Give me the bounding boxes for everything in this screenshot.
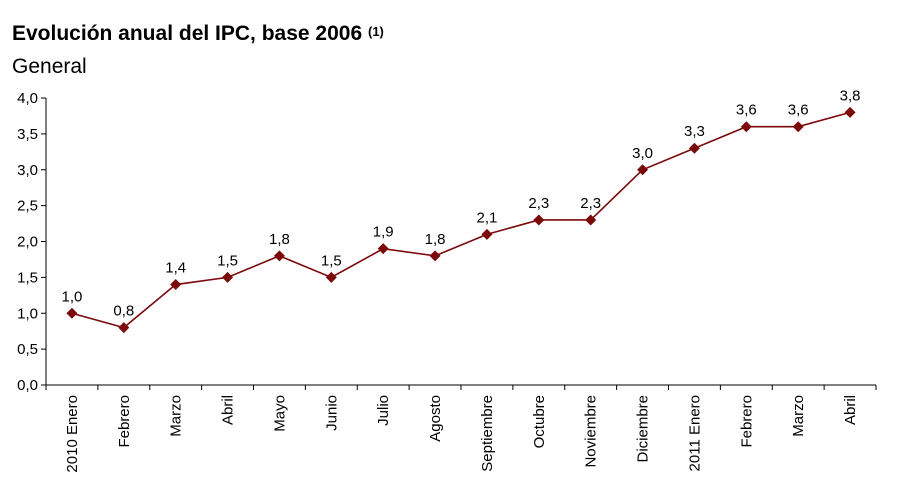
data-label: 3,8: [840, 87, 861, 104]
x-tick-label: Junio: [323, 395, 340, 431]
chart-subtitle: General: [12, 55, 87, 78]
data-point-marker: [377, 243, 389, 255]
data-label: 3,6: [788, 102, 809, 119]
data-point-marker: [688, 142, 700, 154]
data-label: 2,3: [528, 195, 549, 212]
data-label: 3,6: [736, 102, 757, 119]
data-point-marker: [222, 271, 234, 283]
chart-title-text: Evolución anual del IPC, base 2006: [12, 22, 363, 45]
x-tick-label: Septiembre: [479, 395, 496, 472]
data-point-marker: [792, 121, 804, 133]
x-tick-label: Octubre: [531, 395, 548, 448]
x-tick-label: Abril: [220, 395, 237, 425]
y-tick-label: 2,0: [17, 234, 38, 251]
x-tick-label: Diciembre: [635, 395, 652, 463]
data-label: 1,4: [165, 260, 186, 277]
axes: 0,0 0,5 1,0 1,5 2,0 2,5 3,0 3,5 4,0 2010 Enero Feb…: [17, 90, 877, 473]
data-label: 1,5: [321, 252, 342, 269]
data-point-marker: [66, 307, 78, 319]
chart-title: Evolución anual del IPC, base 2006 (1): [12, 22, 384, 46]
x-tick-label: Marzo: [790, 395, 807, 437]
data-point-marker: [533, 214, 545, 226]
data-point-marker: [844, 106, 856, 118]
data-label: 2,1: [477, 209, 498, 226]
x-tick-label: 2010 Enero: [64, 395, 81, 473]
x-tick-label: Abril: [842, 395, 859, 425]
data-point-marker: [740, 121, 752, 133]
data-label: 3,0: [632, 145, 653, 162]
y-tick-label: 0,5: [17, 341, 38, 358]
data-point-marker: [585, 214, 597, 226]
series-general: 1,0 0,8 1,4 1,5 1,8 1,5 1,9 1,8 2,1 2,3 2,3 3,0 3,3 3…: [62, 87, 861, 334]
data-label: 1,8: [425, 231, 446, 248]
y-tick-label: 2,5: [17, 198, 38, 215]
data-point-marker: [118, 322, 130, 334]
data-point-marker: [325, 271, 337, 283]
y-tick-label: 4,0: [17, 90, 38, 107]
data-point-marker: [170, 279, 182, 291]
x-tick-label: Agosto: [427, 395, 444, 442]
x-tick-label: Julio: [375, 395, 392, 426]
y-tick-label: 1,0: [17, 305, 38, 322]
data-label: 2,3: [580, 195, 601, 212]
data-label: 1,0: [62, 288, 83, 305]
data-label: 1,5: [217, 252, 238, 269]
x-tick-label: Febrero: [738, 395, 755, 448]
x-tick-label: Marzo: [168, 395, 185, 437]
title-footnote-marker: (1): [367, 24, 384, 39]
data-label: 1,8: [269, 231, 290, 248]
x-tick-label: Noviembre: [583, 395, 600, 468]
data-point-marker: [273, 250, 285, 262]
series-line: [71, 111, 851, 329]
x-tick-label: Febrero: [116, 395, 133, 448]
y-tick-label: 3,5: [17, 126, 38, 143]
data-point-marker: [429, 250, 441, 262]
x-tick-label: 2011 Enero: [686, 395, 703, 471]
y-tick-label: 0,0: [17, 377, 38, 394]
data-label: 0,8: [113, 303, 134, 320]
data-point-marker: [481, 228, 493, 240]
data-label: 3,3: [684, 123, 705, 140]
data-point-marker: [637, 164, 649, 176]
y-tick-label: 1,5: [17, 269, 38, 286]
x-tick-label: Mayo: [271, 395, 288, 432]
data-label: 1,9: [373, 224, 394, 241]
y-tick-label: 3,0: [17, 162, 38, 179]
